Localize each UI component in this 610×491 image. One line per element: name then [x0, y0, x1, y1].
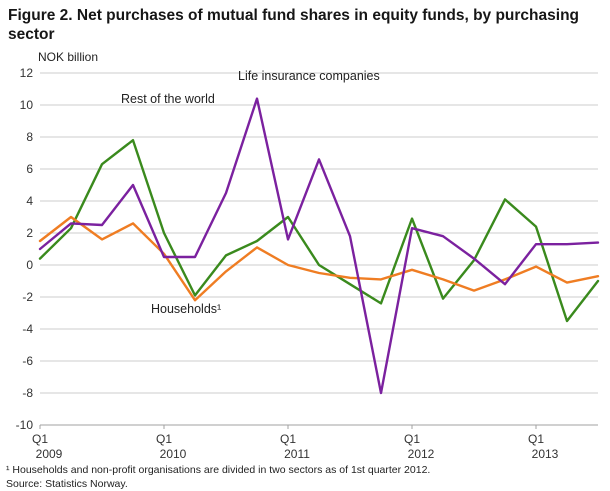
- series-line-rest-of-the-world: [38, 138, 600, 323]
- series-label-rest-of-the-world: Rest of the world: [121, 91, 215, 106]
- y-axis-unit-label: NOK billion: [38, 50, 98, 64]
- y-tick-label: 0: [26, 258, 33, 272]
- y-tick-label: 2: [26, 226, 33, 240]
- x-tick-quarter-label: Q1: [280, 432, 296, 446]
- y-tick-label: -6: [22, 354, 33, 368]
- y-tick-label: 6: [26, 162, 33, 176]
- y-tick-label: -2: [22, 290, 33, 304]
- series-line-households: [38, 215, 600, 302]
- x-tick-year-label: 2011: [284, 447, 310, 461]
- series-line-life-insurance-companies: [38, 97, 600, 395]
- source-note: Source: Statistics Norway.: [6, 477, 128, 490]
- y-tick-label: -4: [22, 322, 33, 336]
- y-tick-label: -8: [22, 386, 33, 400]
- y-tick-label: 10: [20, 98, 34, 112]
- y-tick-label: 12: [20, 66, 34, 80]
- footnote: ¹ Households and non-profit organisation…: [6, 463, 431, 476]
- series-label-households: Households¹: [151, 301, 222, 316]
- x-tick-year-label: 2012: [408, 447, 435, 461]
- figure-title: Figure 2. Net purchases of mutual fund s…: [8, 7, 580, 43]
- x-tick-year-label: 2013: [532, 447, 559, 461]
- y-tick-label: 8: [26, 130, 33, 144]
- footer: ¹ Households and non-profit organisation…: [0, 461, 610, 491]
- x-tick-quarter-label: Q1: [404, 432, 420, 446]
- x-tick-quarter-label: Q1: [156, 432, 172, 446]
- x-tick-quarter-label: Q1: [528, 432, 544, 446]
- series-label-life-insurance-companies: Life insurance companies: [238, 68, 380, 83]
- x-tick-quarter-label: Q1: [32, 432, 48, 446]
- x-tick-year-label: 2010: [160, 447, 187, 461]
- x-tick-year-label: 2009: [36, 447, 63, 461]
- y-tick-label: -10: [16, 418, 34, 432]
- y-tick-label: 4: [26, 194, 33, 208]
- chart-area: NOK billion 12 10 8 6 4 2 0 -2 -4 -6 -8 -10 Q1 2009 Q…: [0, 47, 610, 461]
- grid-layer: 12 10 8 6 4 2 0 -2 -4 -6 -8 -10: [16, 66, 598, 432]
- series-layer: [38, 97, 600, 395]
